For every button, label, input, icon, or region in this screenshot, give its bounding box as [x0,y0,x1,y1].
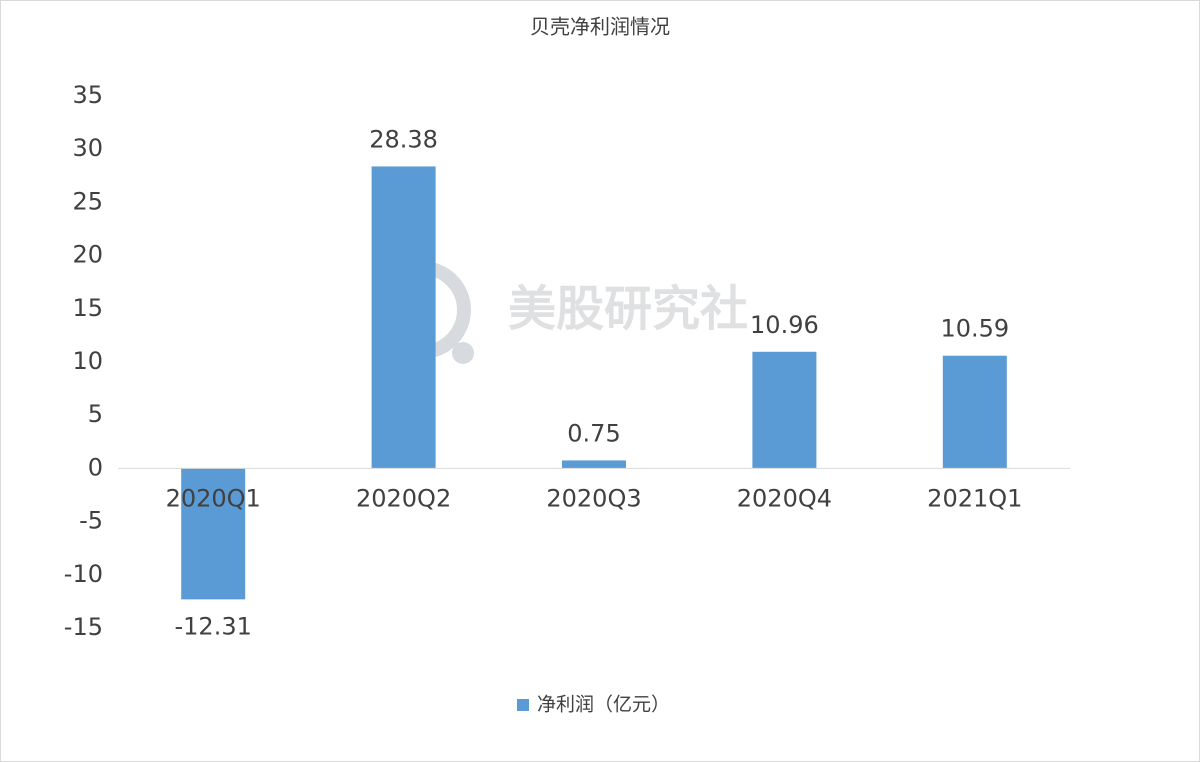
watermark-logo-dot [452,342,474,364]
bar [371,166,436,469]
chart-title: 贝壳净利润情况 [530,15,670,39]
x-tick-label: 2020Q1 [166,484,261,512]
bar [942,355,1007,469]
y-tick-label: -15 [64,613,103,641]
bar [181,468,246,600]
data-label: 0.75 [567,419,620,447]
legend-swatch [517,699,529,711]
bar [752,351,817,469]
data-label: -12.31 [175,612,252,640]
bar [562,460,626,469]
y-tick-label: 35 [72,81,103,109]
x-tick-label: 2020Q3 [546,484,641,512]
y-tick-label: -5 [79,507,103,535]
y-tick-label: 10 [72,347,103,375]
y-tick-label: 5 [88,400,103,428]
data-label: 28.38 [369,125,438,153]
y-tick-label: 30 [72,134,103,162]
x-tick-label: 2020Q2 [356,484,451,512]
legend-label: 净利润（亿元） [537,694,670,716]
data-label: 10.96 [750,311,819,339]
data-label: 10.59 [940,315,1009,343]
y-tick-label: 15 [72,294,103,322]
y-tick-label: 0 [88,453,103,481]
y-tick-label: 20 [72,241,103,269]
y-tick-label: 25 [72,187,103,215]
y-tick-label: -10 [64,560,103,588]
x-tick-label: 2021Q1 [927,484,1022,512]
watermark-text: 美股研究社 [508,281,748,337]
x-tick-label: 2020Q4 [737,484,832,512]
